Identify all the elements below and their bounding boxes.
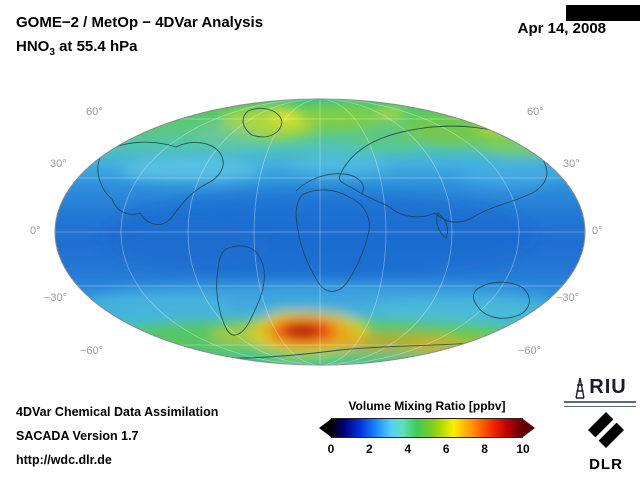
- heatmap-field: [55, 99, 585, 365]
- species-prefix: HNO: [16, 38, 50, 55]
- dlr-logo-text: DLR: [589, 456, 623, 473]
- lat-label-left-m60: −60°: [80, 345, 104, 357]
- colorbar-right-arrow: [523, 419, 535, 437]
- colorbar-ticks: 0 2 4 6 8 10: [327, 442, 530, 456]
- footer-line-version: SACADA Version 1.7: [16, 429, 139, 443]
- riu-logo-text: RIU: [589, 376, 627, 398]
- heatmap-anomalies: [90, 105, 560, 365]
- map-boundary: [54, 98, 586, 366]
- colorbar-tick-0: 0: [327, 442, 335, 456]
- lat-label-right-30: 30°: [563, 158, 580, 170]
- riu-logo-rule-thick: [564, 401, 636, 403]
- footer-line-assimilation: 4DVar Chemical Data Assimilation: [16, 405, 219, 419]
- continent-outlines: [97, 108, 548, 359]
- riu-logo: RIU: [564, 376, 636, 407]
- riu-logo-rule-thin: [564, 406, 636, 407]
- lat-label-right-m30: −30°: [556, 292, 580, 304]
- riu-tower-icon: [575, 377, 585, 399]
- corner-black-bar: [566, 5, 640, 21]
- colorbar-bar: [319, 418, 535, 438]
- lat-label-right-0: 0°: [592, 225, 603, 237]
- colorbar-left-arrow: [319, 419, 331, 437]
- footer-line-url: http://wdc.dlr.de: [16, 453, 112, 467]
- lat-label-left-30: 30°: [50, 158, 67, 170]
- lat-label-right-m60: −60°: [518, 345, 542, 357]
- colorbar-tick-10: 10: [516, 442, 530, 456]
- colorbar-tick-2: 2: [366, 442, 373, 456]
- footer-info: 4DVar Chemical Data Assimilation SACADA …: [16, 400, 218, 472]
- graticule: [55, 99, 585, 365]
- colorbar: Volume Mixing Ratio [ppbv] 0 2 4 6 8 10: [319, 399, 535, 456]
- colorbar-tick-6: 6: [442, 442, 450, 456]
- dlr-emblem-icon: [588, 412, 624, 448]
- colorbar-gradient: [331, 418, 523, 438]
- lat-label-left-0: 0°: [30, 225, 41, 237]
- page-title: GOME−2 / MetOp − 4DVar Analysis: [16, 14, 264, 31]
- date-label: Apr 14, 2008: [517, 20, 606, 37]
- lat-label-left-60: 60°: [86, 106, 103, 118]
- species-suffix: at 55.4 hPa: [54, 38, 138, 55]
- colorbar-tick-4: 4: [404, 442, 412, 456]
- species-subscript: 3: [49, 47, 55, 58]
- dlr-logo: DLR: [580, 410, 632, 473]
- species-subtitle: HNO3 at 55.4 hPa: [16, 38, 137, 58]
- colorbar-title: Volume Mixing Ratio [ppbv]: [348, 399, 506, 413]
- world-map: [54, 98, 586, 366]
- lat-label-right-60: 60°: [527, 106, 544, 118]
- lat-label-left-m30: −30°: [44, 292, 68, 304]
- colorbar-tick-8: 8: [481, 442, 488, 456]
